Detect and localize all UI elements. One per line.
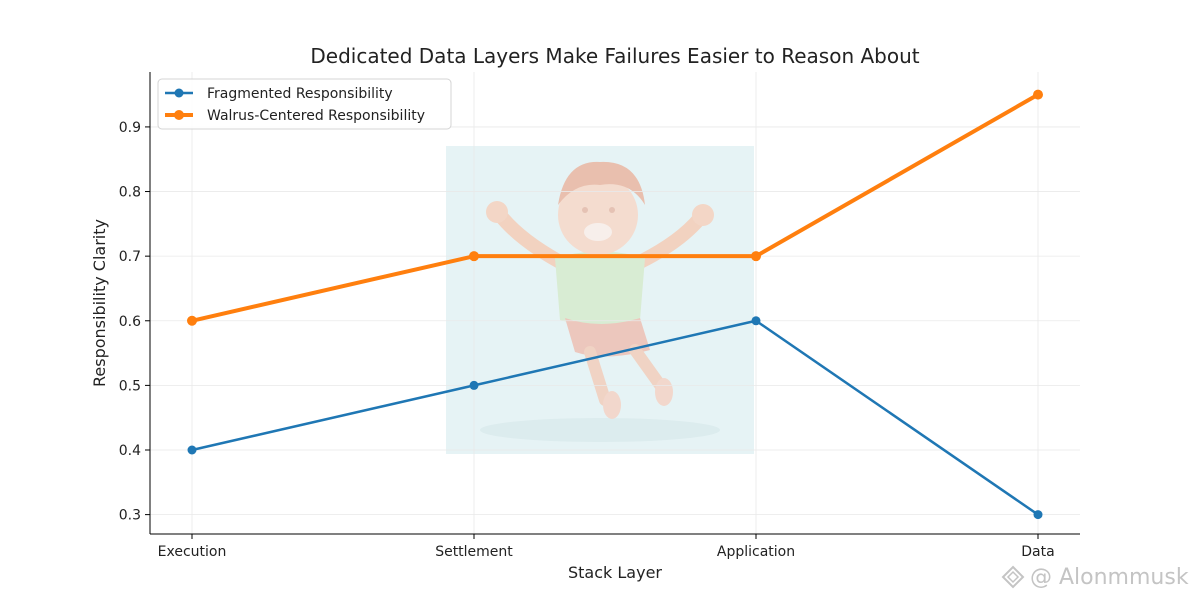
y-tick-label: 0.4 (119, 443, 141, 459)
data-point (751, 316, 761, 326)
watermark: @ Alonmmusk (1001, 565, 1189, 590)
series-line (191, 92, 1039, 323)
gridlines (150, 72, 1080, 534)
data-point (469, 251, 479, 262)
data-point (187, 315, 197, 326)
series (187, 89, 1043, 520)
legend-box (157, 78, 452, 130)
data-point (187, 445, 197, 455)
data-point (1033, 510, 1043, 520)
x-tick-label: Data (1021, 544, 1054, 560)
series-2 (187, 89, 1043, 326)
legend-marker (174, 88, 184, 98)
x-axis-title: Stack Layer (568, 563, 662, 582)
y-tick-label: 0.8 (119, 185, 141, 201)
x-tick-label: Execution (158, 544, 227, 560)
y-tick-label: 0.9 (119, 120, 141, 136)
y-tick-label: 0.7 (119, 249, 141, 265)
y-tick-label: 0.5 (119, 378, 141, 394)
cartoon-boy-jumping-icon (446, 146, 754, 454)
series-line (191, 319, 1039, 516)
data-point (751, 251, 761, 262)
axes: 0.3 0.4 0.5 0.6 0.7 0.8 0.9 Execution Settlement… (119, 72, 1080, 560)
legend-marker (174, 110, 184, 120)
x-tick-label: Application (717, 544, 795, 560)
x-tick-label: Settlement (435, 544, 513, 560)
legend-item: Walrus-Centered Responsibility (165, 108, 425, 124)
chart-title: Dedicated Data Layers Make Failures Easi… (310, 44, 919, 68)
binance-logo-icon (1001, 565, 1025, 589)
legend-label: Walrus-Centered Responsibility (207, 108, 425, 124)
y-tick-label: 0.3 (119, 508, 141, 524)
watermark-text: @ Alonmmusk (1030, 565, 1189, 590)
legend-item: Fragmented Responsibility (165, 86, 393, 102)
data-point (1033, 89, 1043, 100)
data-point (469, 380, 479, 390)
y-tick-label: 0.6 (119, 314, 141, 330)
legend: Fragmented Responsibility Walrus-Centered… (157, 78, 452, 130)
series-1 (187, 316, 1043, 520)
legend-label: Fragmented Responsibility (207, 86, 393, 102)
y-axis-title: Responsibility Clarity (90, 219, 109, 387)
